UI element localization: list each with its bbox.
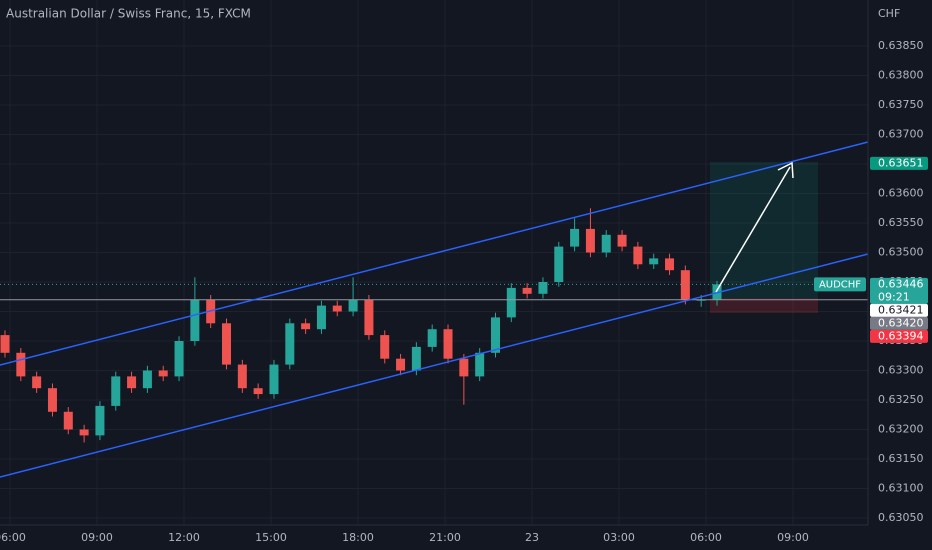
candle-body bbox=[32, 376, 42, 389]
candle-body bbox=[649, 258, 659, 265]
channel-lower bbox=[0, 253, 869, 478]
candle-body bbox=[16, 352, 26, 377]
candle-body bbox=[680, 270, 690, 300]
stop-zone bbox=[710, 298, 818, 313]
price-label-bg bbox=[870, 303, 928, 317]
symbol-label-bg bbox=[814, 277, 866, 292]
price-label-bg bbox=[870, 329, 928, 343]
candle-body bbox=[285, 323, 295, 365]
candle-body bbox=[601, 234, 611, 253]
candle-body bbox=[253, 388, 263, 395]
candle-body bbox=[459, 358, 469, 377]
candle-body bbox=[411, 346, 421, 371]
x-tick-label: 18:00 bbox=[342, 531, 374, 544]
y-tick-label: 0.63300 bbox=[878, 363, 924, 376]
candle-body bbox=[570, 228, 580, 247]
candle-body bbox=[427, 329, 437, 347]
candle-body bbox=[316, 305, 326, 330]
candle-body bbox=[554, 246, 564, 282]
candle-body bbox=[269, 364, 279, 395]
candle-body bbox=[490, 317, 500, 353]
candle-body bbox=[506, 287, 516, 318]
arrow-head bbox=[777, 161, 794, 179]
x-tick-label: 09:00 bbox=[81, 531, 113, 544]
y-tick-label: 0.63600 bbox=[878, 187, 924, 200]
price-label: 0.63651 bbox=[878, 156, 924, 169]
candle-body bbox=[617, 234, 627, 247]
candle-body bbox=[142, 370, 152, 389]
x-tick-label: 15:00 bbox=[255, 531, 287, 544]
candle-body bbox=[443, 329, 453, 359]
y-tick-label: 0.63100 bbox=[878, 481, 924, 494]
price-countdown: 09:21 bbox=[878, 290, 910, 303]
candle-body bbox=[190, 299, 200, 341]
target-zone bbox=[710, 162, 818, 298]
candle-body bbox=[348, 299, 358, 312]
candle-body bbox=[222, 323, 232, 365]
candle-body bbox=[47, 388, 57, 412]
price-label: 0.63394 bbox=[878, 329, 924, 342]
candle-body bbox=[127, 376, 137, 389]
y-tick-label: 0.63250 bbox=[878, 393, 924, 406]
channel-upper bbox=[0, 141, 869, 366]
candle-body bbox=[364, 299, 374, 336]
price-label-bg bbox=[870, 277, 928, 304]
candle-body bbox=[174, 340, 184, 377]
candle-body bbox=[237, 364, 247, 389]
candle-body bbox=[538, 281, 548, 294]
y-tick-label: 0.63800 bbox=[878, 69, 924, 82]
price-label-bg bbox=[870, 316, 928, 330]
candles bbox=[0, 208, 868, 443]
candle-body bbox=[63, 411, 73, 430]
price-axis bbox=[868, 0, 932, 550]
x-tick-label: 12:00 bbox=[168, 531, 200, 544]
candle-body bbox=[585, 228, 595, 253]
candle-body bbox=[380, 335, 390, 359]
overlay: 0.638500.638000.637500.637000.636500.636… bbox=[0, 39, 928, 544]
candle-body bbox=[79, 429, 89, 436]
candle-body bbox=[301, 323, 311, 330]
price-label: 0.63446 bbox=[878, 277, 924, 290]
candle-body bbox=[111, 376, 121, 406]
x-tick-label: 03:00 bbox=[603, 531, 635, 544]
y-tick-label: 0.63050 bbox=[878, 511, 924, 524]
candle-body bbox=[475, 352, 485, 377]
y-tick-label: 0.63550 bbox=[878, 216, 924, 229]
y-tick-label: 0.63700 bbox=[878, 128, 924, 141]
candle-body bbox=[332, 305, 342, 312]
candle-body bbox=[95, 405, 105, 436]
arrow bbox=[715, 166, 791, 293]
price-label: 0.63421 bbox=[878, 303, 924, 316]
chart-title: Australian Dollar / Swiss Franc, 15, FXC… bbox=[6, 7, 251, 21]
y-tick-label: 0.63850 bbox=[878, 39, 924, 52]
price-label: 0.63420 bbox=[878, 316, 924, 329]
y-tick-label: 0.63500 bbox=[878, 246, 924, 259]
y-tick-label: 0.63200 bbox=[878, 422, 924, 435]
candle-body bbox=[158, 370, 168, 377]
x-tick-label: 09:00 bbox=[777, 531, 809, 544]
x-tick-label: 23 bbox=[525, 531, 539, 544]
price-label-bg bbox=[870, 156, 928, 170]
x-tick-label: 21:00 bbox=[429, 531, 461, 544]
y-tick-label: 0.63750 bbox=[878, 98, 924, 111]
candle-body bbox=[665, 258, 675, 271]
candle-body bbox=[396, 358, 406, 371]
symbol-label: AUDCHF bbox=[819, 279, 861, 290]
candle-body bbox=[522, 287, 532, 294]
candle-body bbox=[633, 246, 643, 265]
x-tick-label: 06:00 bbox=[0, 531, 26, 544]
y-tick-label: 0.63150 bbox=[878, 452, 924, 465]
candle-body bbox=[0, 335, 10, 353]
x-tick-label: 06:00 bbox=[690, 531, 722, 544]
axis-unit: CHF bbox=[878, 7, 900, 20]
